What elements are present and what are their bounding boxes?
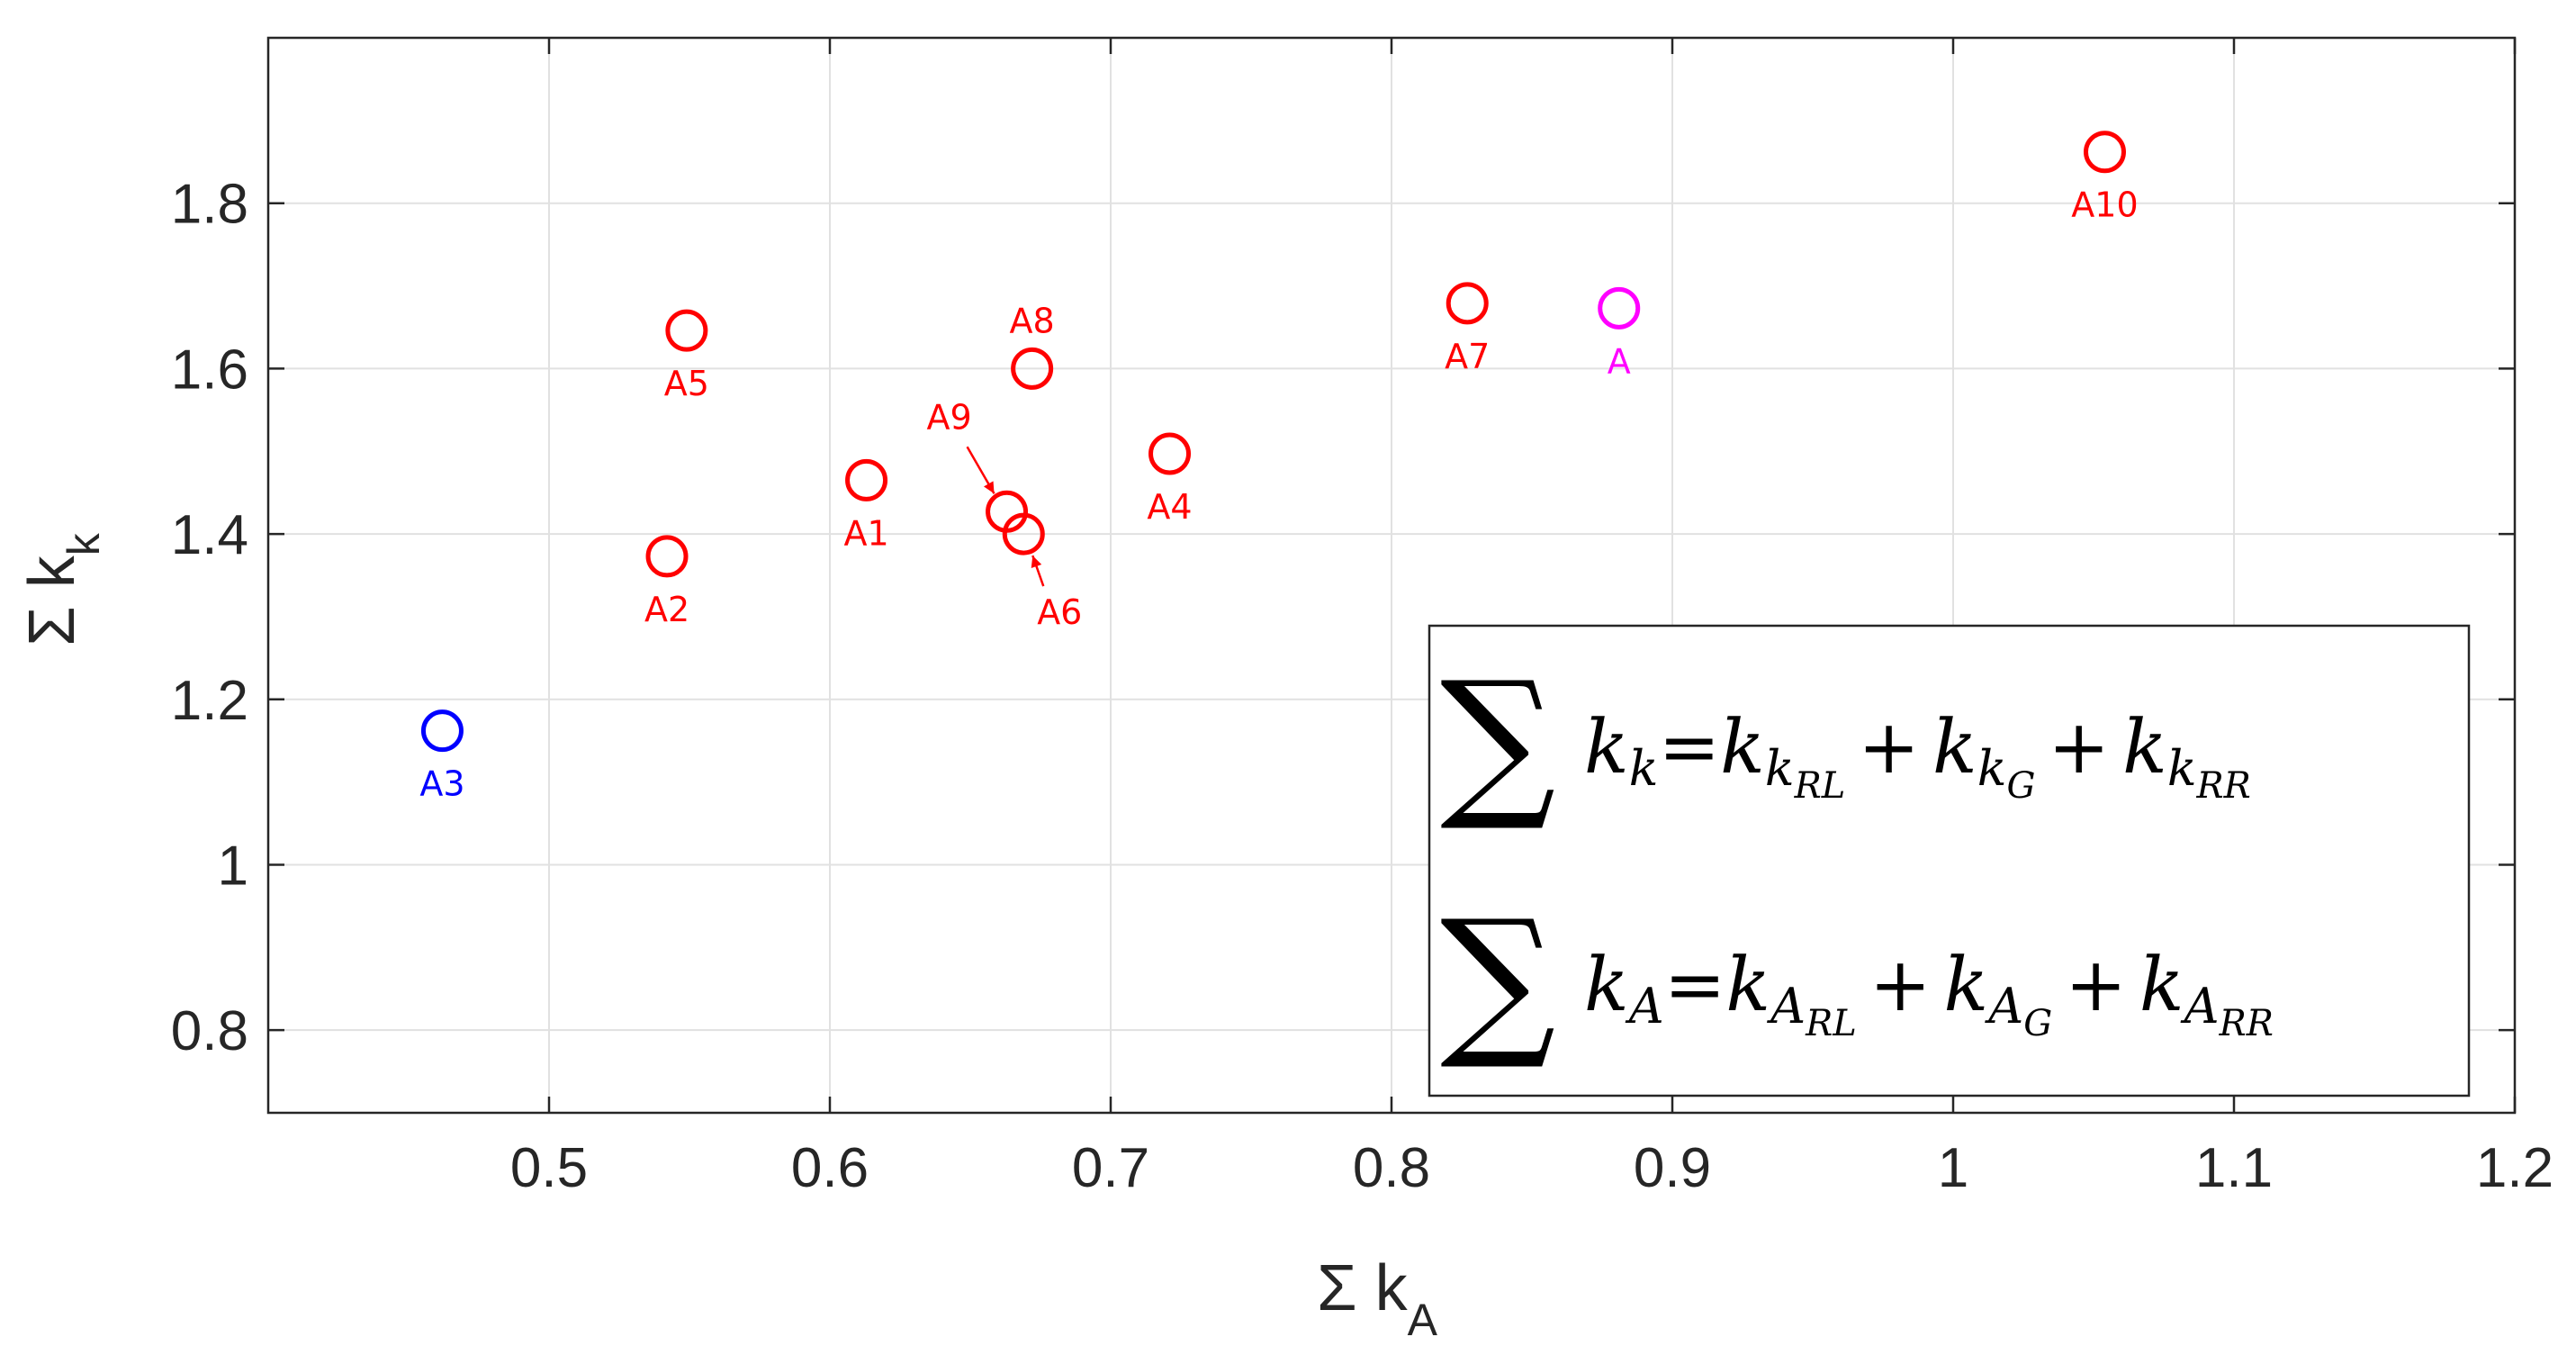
y-axis-label: Σ kk bbox=[16, 532, 109, 646]
x-tick-label: 0.9 bbox=[1634, 1137, 1711, 1199]
point-label-a4: A4 bbox=[1147, 487, 1192, 527]
y-tick-label: 1 bbox=[218, 835, 248, 897]
point-label-a3: A3 bbox=[419, 764, 464, 804]
point-label-a: A bbox=[1608, 341, 1631, 381]
point-marker-a4 bbox=[1148, 432, 1192, 475]
point-marker-a1 bbox=[845, 458, 888, 501]
point-marker-a3 bbox=[420, 709, 464, 753]
point-marker-a bbox=[1598, 286, 1641, 330]
legend-box bbox=[1428, 624, 2471, 1098]
x-tick-label: 0.5 bbox=[510, 1137, 588, 1199]
point-marker-a9 bbox=[986, 490, 1029, 533]
arrow-head-a9 bbox=[983, 481, 995, 494]
point-label-a6: A6 bbox=[1037, 592, 1082, 632]
point-marker-a10 bbox=[2083, 131, 2126, 174]
axis-ticks: 0.5 0.6 0.7 0.8 0.9 1 1.1 1.2 0.8 1 1.2 1.4 1.6 1.8 bbox=[171, 38, 2553, 1199]
point-label-a2: A2 bbox=[644, 590, 689, 629]
point-marker-a8 bbox=[1011, 347, 1054, 390]
point-label-a8: A8 bbox=[1010, 301, 1055, 340]
arrow-annotations bbox=[966, 446, 1045, 587]
point-label-a9: A9 bbox=[926, 397, 971, 437]
x-tick-label: 0.7 bbox=[1072, 1137, 1149, 1199]
formula-kk-text: kk=kkRL + kkG + kkRR bbox=[1584, 705, 2251, 807]
arrow-head-a6 bbox=[1031, 556, 1042, 568]
x-tick-label: 0.6 bbox=[791, 1137, 869, 1199]
point-label-a1: A1 bbox=[843, 513, 888, 553]
point-marker-a7 bbox=[1446, 282, 1489, 325]
x-tick-label: 1.1 bbox=[2195, 1137, 2273, 1199]
x-tick-label: 1.2 bbox=[2476, 1137, 2553, 1199]
formula-ka: ∑ kA=kARL + kAG + kARR bbox=[1440, 886, 2274, 1074]
x-tick-label: 0.8 bbox=[1353, 1137, 1430, 1199]
formula-legend: ∑ kk=kkRL + kkG + kkRR ∑ kA=kARL + kAG + kARR bbox=[1428, 624, 2471, 1098]
sum-symbol: ∑ bbox=[1440, 647, 1556, 836]
point-label-a10: A10 bbox=[2071, 185, 2138, 225]
point-label-a7: A7 bbox=[1445, 337, 1490, 376]
x-tick-label: 1 bbox=[1938, 1137, 1968, 1199]
sum-symbol: ∑ bbox=[1440, 886, 1556, 1074]
x-axis-label: Σ kA bbox=[1317, 1252, 1438, 1345]
point-marker-a5 bbox=[665, 309, 708, 352]
formula-ka-text: kA=kARL + kAG + kARR bbox=[1584, 943, 2274, 1044]
formula-kk: ∑ kk=kkRL + kkG + kkRR bbox=[1440, 647, 2251, 836]
y-tick-label: 1.4 bbox=[171, 504, 248, 566]
point-label-a5: A5 bbox=[664, 364, 709, 403]
y-tick-label: 1.2 bbox=[171, 670, 248, 732]
y-tick-label: 1.6 bbox=[171, 339, 248, 401]
y-tick-label: 1.8 bbox=[171, 174, 248, 236]
data-points: A1 A2 A3 A4 A5 A6 A7 A8 A9 A10 A bbox=[419, 131, 2139, 804]
y-tick-label: 0.8 bbox=[171, 1000, 248, 1062]
point-marker-a2 bbox=[645, 535, 689, 578]
